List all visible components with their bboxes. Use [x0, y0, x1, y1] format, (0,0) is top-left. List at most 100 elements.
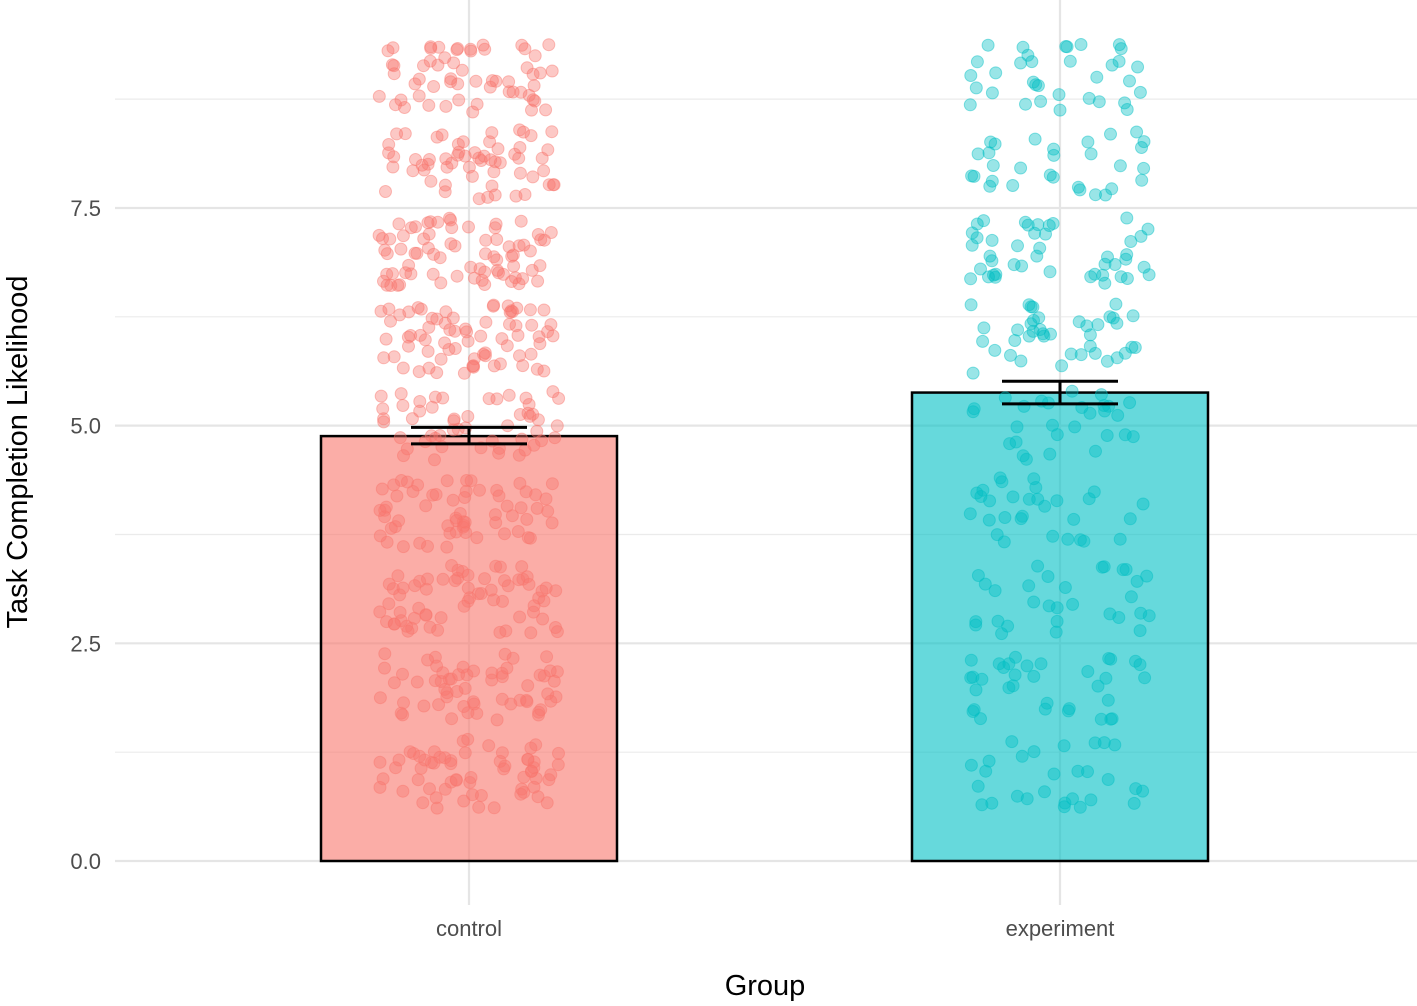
data-point-control	[391, 569, 405, 583]
data-point-control	[496, 594, 509, 608]
data-point-control	[505, 275, 518, 288]
data-point-control	[537, 303, 551, 317]
data-point-control	[463, 591, 477, 605]
data-point-control	[427, 80, 441, 93]
data-point-experiment	[1096, 268, 1110, 282]
data-point-control	[413, 328, 427, 342]
data-point-control	[460, 668, 474, 682]
data-point-experiment	[1011, 323, 1025, 337]
data-point-experiment	[1028, 226, 1042, 240]
data-point-control	[455, 63, 469, 77]
data-point-experiment	[1046, 529, 1060, 543]
data-point-experiment	[1061, 704, 1075, 718]
data-point-experiment	[985, 233, 999, 247]
data-point-experiment	[1046, 217, 1060, 230]
data-point-control	[513, 693, 527, 707]
data-point-control	[442, 672, 456, 686]
data-point-control	[470, 531, 484, 545]
data-point-experiment	[969, 683, 983, 697]
data-point-control	[444, 75, 458, 89]
data-point-control	[525, 764, 539, 778]
data-point-control	[396, 229, 410, 243]
data-point-control	[443, 526, 457, 540]
data-point-control	[524, 347, 538, 361]
data-point-control	[539, 581, 553, 595]
data-point-control	[418, 333, 432, 347]
data-point-control	[456, 135, 470, 149]
data-point-experiment	[979, 764, 993, 778]
data-point-experiment	[1124, 590, 1138, 604]
data-point-experiment	[1073, 800, 1087, 814]
data-point-control	[488, 155, 502, 169]
data-point-experiment	[965, 226, 979, 240]
data-point-experiment	[1034, 657, 1048, 671]
data-point-experiment	[1084, 147, 1098, 161]
data-point-control	[396, 667, 409, 681]
data-point-control	[403, 745, 417, 759]
data-point-control	[529, 771, 543, 785]
data-point-control	[520, 695, 534, 709]
data-point-experiment	[1027, 669, 1041, 683]
data-point-control	[380, 267, 394, 281]
data-point-control	[493, 625, 507, 639]
data-point-experiment	[1024, 317, 1038, 331]
data-point-control	[548, 431, 562, 445]
data-point-experiment	[964, 671, 978, 685]
data-point-control	[545, 516, 559, 530]
data-point-control	[430, 366, 444, 380]
data-point-experiment	[1066, 597, 1080, 611]
data-point-control	[500, 499, 514, 513]
data-point-experiment	[1040, 696, 1054, 710]
data-point-control	[415, 158, 429, 172]
data-point-control	[456, 520, 470, 534]
data-point-experiment	[1074, 348, 1088, 362]
data-point-control	[530, 501, 544, 515]
data-point-control	[445, 156, 459, 170]
data-point-control	[495, 746, 509, 760]
data-point-experiment	[1031, 559, 1045, 573]
grid	[115, 0, 1417, 905]
data-point-control	[470, 706, 484, 720]
data-point-control	[485, 673, 499, 687]
data-point-control	[519, 693, 533, 707]
data-point-experiment	[1123, 396, 1137, 410]
data-point-control	[412, 72, 426, 86]
data-point-experiment	[1043, 168, 1057, 182]
data-point-control	[393, 605, 407, 619]
data-point-experiment	[984, 135, 998, 149]
data-point-control	[386, 267, 399, 281]
data-point-control	[457, 700, 471, 713]
data-point-experiment	[1136, 497, 1150, 511]
data-point-control	[438, 178, 452, 192]
data-point-experiment	[1018, 215, 1032, 229]
data-point-control	[487, 359, 501, 373]
data-point-control	[490, 253, 504, 267]
data-point-control	[424, 40, 438, 54]
data-point-control	[440, 686, 454, 700]
data-point-control	[544, 694, 558, 708]
data-point-control	[440, 160, 454, 174]
data-point-control	[378, 647, 392, 661]
data-point-control	[473, 483, 486, 497]
y-tick-label: 0.0	[70, 849, 101, 874]
data-point-experiment	[1134, 229, 1148, 243]
data-point-experiment	[1123, 512, 1137, 526]
data-point-control	[487, 250, 501, 264]
data-point-control	[503, 305, 517, 319]
data-point-control	[520, 61, 534, 75]
data-point-control	[396, 581, 410, 595]
data-point-control	[422, 361, 436, 375]
data-point-experiment	[974, 262, 987, 276]
data-point-experiment	[974, 490, 988, 503]
data-point-experiment	[1098, 276, 1112, 290]
data-point-control	[490, 713, 504, 727]
data-point-control	[406, 485, 420, 498]
data-point-experiment	[1137, 161, 1151, 175]
data-point-experiment	[981, 38, 995, 52]
data-point-control	[512, 448, 526, 462]
data-point-control	[434, 352, 448, 366]
data-point-experiment	[1038, 702, 1052, 716]
data-point-control	[427, 247, 441, 261]
data-point-experiment	[1105, 58, 1119, 72]
data-point-control	[527, 761, 541, 775]
